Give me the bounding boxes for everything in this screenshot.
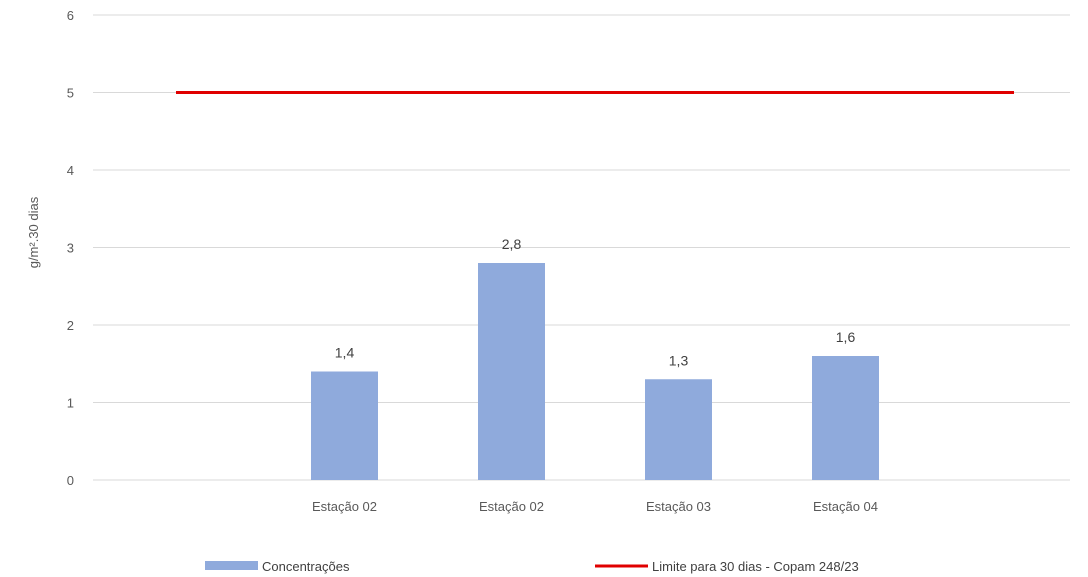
x-tick-label: Estação 02	[479, 499, 544, 514]
y-tick-label: 1	[67, 396, 74, 411]
bar	[478, 263, 545, 480]
x-tick-label: Estação 03	[646, 499, 711, 514]
bar	[645, 379, 712, 480]
data-label: 1,3	[669, 352, 689, 368]
data-label: 1,4	[335, 345, 355, 361]
gridlines	[93, 14, 1070, 481]
legend-label-line: Limite para 30 dias - Copam 248/23	[652, 559, 859, 574]
y-tick-label: 3	[67, 241, 74, 256]
data-label: 2,8	[502, 236, 522, 252]
data-label: 1,6	[836, 329, 856, 345]
x-axis-ticks: Estação 02 Estação 02 Estação 03 Estação 04	[312, 499, 878, 514]
y-tick-label: 5	[67, 86, 74, 101]
y-axis-label: g/m².30 dias	[26, 196, 41, 268]
legend-label-bar: Concentrações	[262, 559, 350, 574]
legend-swatch-bar	[205, 561, 258, 570]
y-tick-label: 2	[67, 318, 74, 333]
legend: Concentrações Limite para 30 dias - Copa…	[205, 559, 859, 574]
x-tick-label: Estação 04	[813, 499, 878, 514]
bar	[812, 356, 879, 480]
y-tick-label: 0	[67, 473, 74, 488]
y-axis-ticks: 0 1 2 3 4 5 6	[67, 8, 74, 488]
y-tick-label: 6	[67, 8, 74, 23]
x-tick-label: Estação 02	[312, 499, 377, 514]
data-labels: 1,4 2,8 1,3 1,6	[335, 236, 856, 368]
bar	[311, 371, 378, 480]
y-tick-label: 4	[67, 163, 74, 178]
bars	[311, 263, 879, 480]
